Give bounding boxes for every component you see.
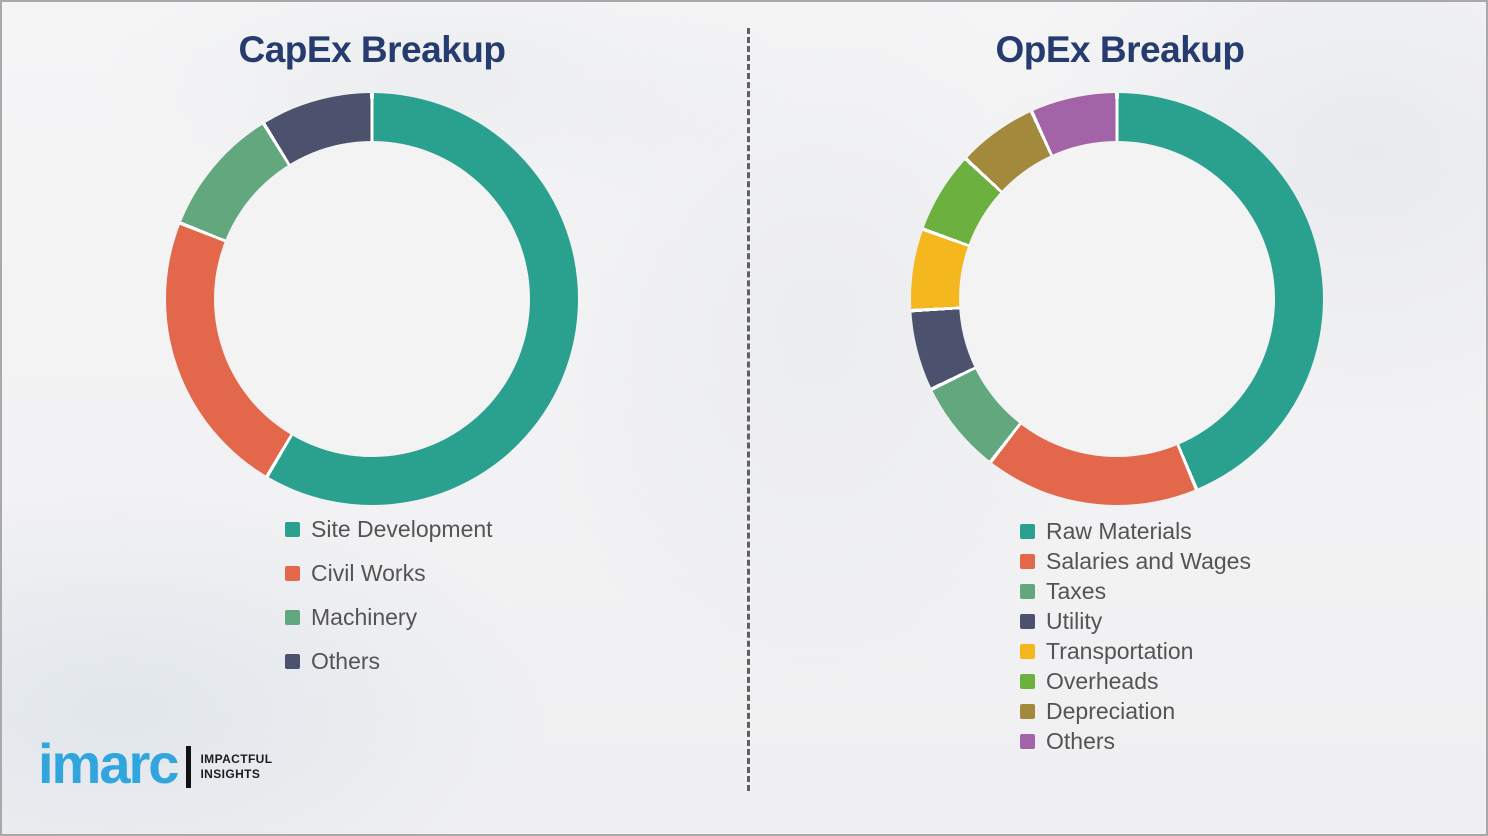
legend-item: Overheads xyxy=(1020,667,1251,694)
legend-label: Taxes xyxy=(1046,577,1107,604)
legend-swatch xyxy=(285,609,300,625)
legend-swatch xyxy=(1020,733,1035,749)
legend-item: Salaries and Wages xyxy=(1020,547,1251,574)
legend-swatch xyxy=(1020,613,1035,629)
legend-label: Civil Works xyxy=(311,559,426,586)
legend-item: Civil Works xyxy=(285,559,493,586)
legend-label: Depreciation xyxy=(1046,697,1176,724)
legend-swatch xyxy=(1020,703,1035,719)
legend-item: Taxes xyxy=(1020,577,1251,604)
logo-tagline: IMPACTFUL INSIGHTS xyxy=(200,752,272,783)
logo-separator-bar xyxy=(186,746,192,789)
capex-legend: Site Development Civil Works Machinery Othe… xyxy=(285,515,493,693)
legend-swatch xyxy=(1020,583,1035,599)
legend-label: Machinery xyxy=(311,603,418,630)
legend-label: Salaries and Wages xyxy=(1046,547,1251,574)
opex-donut-chart xyxy=(911,93,1323,505)
legend-label: Site Development xyxy=(311,515,493,542)
opex-donut-hole xyxy=(959,141,1275,457)
imarc-logo: imarc IMPACTFUL INSIGHTS xyxy=(38,732,272,795)
legend-item: Raw Materials xyxy=(1020,517,1251,544)
legend-swatch xyxy=(285,653,300,669)
legend-item: Machinery xyxy=(285,603,493,630)
legend-label: Others xyxy=(1046,727,1116,754)
legend-label: Overheads xyxy=(1046,667,1159,694)
legend-item: Site Development xyxy=(285,515,493,542)
legend-swatch xyxy=(1020,643,1035,659)
legend-swatch xyxy=(1020,553,1035,569)
legend-item: Utility xyxy=(1020,607,1251,634)
legend-label: Raw Materials xyxy=(1046,517,1192,544)
legend-swatch xyxy=(1020,673,1035,689)
dashed-divider xyxy=(747,28,750,791)
legend-swatch xyxy=(285,565,300,581)
legend-swatch xyxy=(285,521,300,537)
capex-donut-hole xyxy=(214,141,530,457)
logo-tagline-line2: INSIGHTS xyxy=(200,767,261,782)
opex-legend: Raw Materials Salaries and Wages Taxes Util… xyxy=(1020,517,1251,759)
logo-tagline-line1: IMPACTFUL xyxy=(200,751,273,766)
opex-chart-title: OpEx Breakup xyxy=(995,29,1245,70)
imarc-wordmark: imarc xyxy=(38,732,179,795)
legend-item: Transportation xyxy=(1020,637,1251,664)
legend-label: Utility xyxy=(1046,607,1103,634)
capex-chart-title: CapEx Breakup xyxy=(238,29,507,70)
legend-item: Depreciation xyxy=(1020,697,1251,724)
legend-item: Others xyxy=(285,647,493,674)
legend-label: Transportation xyxy=(1046,637,1194,664)
legend-label: Others xyxy=(311,647,381,674)
capex-donut-chart xyxy=(166,93,578,505)
legend-item: Others xyxy=(1020,727,1251,754)
legend-swatch xyxy=(1020,523,1035,539)
